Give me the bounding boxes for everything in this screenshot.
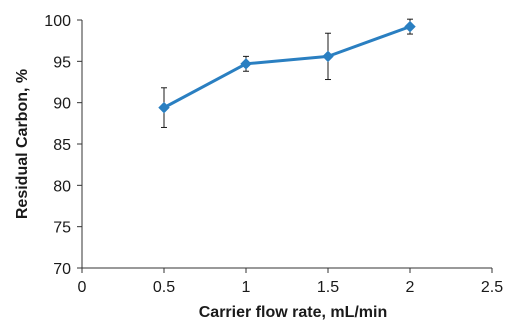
y-ticks: 70 75 80 85 90 95 100 [44,13,82,278]
x-ticks: 0 0.5 1 1.5 2 2.5 [78,268,504,296]
y-axis-label: Residual Carbon, % [14,69,31,219]
x-tick-label: 0 [78,279,87,296]
x-axis: 0 0.5 1 1.5 2 2.5 [78,268,504,296]
x-tick-label: 1.5 [317,279,339,296]
x-tick-label: 2 [406,279,415,296]
y-axis: 70 75 80 85 90 95 100 [44,13,82,278]
y-tick-label: 100 [44,13,71,30]
data-point [323,51,333,61]
data-point [405,22,415,32]
x-tick-label: 2.5 [481,279,503,296]
y-tick-label: 85 [53,137,71,154]
y-tick-label: 80 [53,178,71,195]
plot-area [159,19,415,127]
y-tick-label: 95 [53,54,71,71]
series-line [164,27,410,108]
x-tick-label: 0.5 [153,279,175,296]
x-axis-label: Carrier flow rate, mL/min [199,304,388,321]
y-tick-label: 75 [53,220,71,237]
y-tick-label: 90 [53,96,71,113]
x-tick-label: 1 [242,279,251,296]
y-tick-label: 70 [53,261,71,278]
